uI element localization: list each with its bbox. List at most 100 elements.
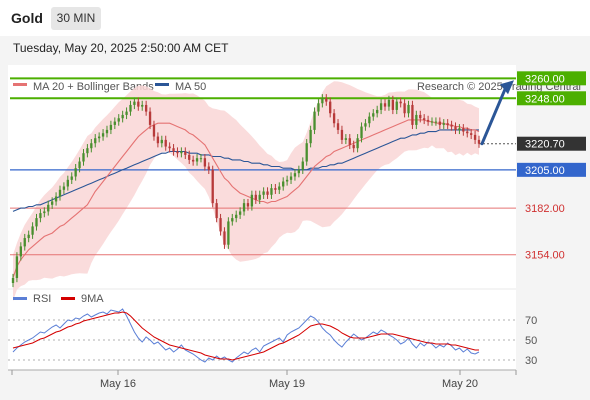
candle-body bbox=[293, 173, 297, 177]
rsi-line bbox=[12, 308, 480, 363]
level-badge-3260.00 bbox=[517, 71, 586, 86]
candle-body bbox=[376, 109, 379, 114]
candle-body bbox=[282, 181, 285, 187]
level-label-3248.00: 3248.00 bbox=[525, 93, 565, 105]
candle-body bbox=[297, 169, 301, 174]
ma50-legend-label: MA 50 bbox=[175, 81, 206, 93]
ma50-legend-swatch bbox=[155, 83, 169, 86]
candle-body bbox=[258, 194, 261, 200]
candle-body bbox=[391, 99, 395, 110]
level-label-3260.00: 3260.00 bbox=[525, 73, 565, 85]
candle-body bbox=[352, 144, 355, 149]
candle-body bbox=[113, 121, 116, 125]
rsi-legend-label: RSI bbox=[33, 293, 51, 305]
candle-body bbox=[129, 104, 132, 112]
candle-body bbox=[11, 278, 15, 283]
price-level-labels: 3260.00 3248.00 3220.70 3205.00 3182.00 3154.… bbox=[517, 71, 586, 262]
candle-body bbox=[19, 246, 22, 257]
candle-body bbox=[305, 143, 308, 162]
x-tick-label-2: May 20 bbox=[442, 378, 478, 390]
candle-body bbox=[340, 129, 344, 140]
level-label-3154.00: 3154.00 bbox=[525, 250, 565, 262]
candlesticks bbox=[11, 94, 481, 288]
candle-body bbox=[23, 238, 26, 247]
level-badge-3248.00 bbox=[517, 91, 586, 106]
rsi-indicator: 70 50 30 bbox=[8, 308, 537, 367]
candle-body bbox=[66, 179, 69, 187]
candle-body bbox=[368, 116, 371, 124]
candle-body bbox=[270, 188, 273, 195]
candle-body bbox=[152, 124, 156, 137]
candle-body bbox=[35, 218, 38, 227]
candle-body bbox=[254, 194, 257, 200]
candle-body bbox=[419, 114, 422, 119]
candle-body bbox=[195, 158, 199, 162]
candle-body bbox=[454, 126, 457, 130]
ma20-legend-label: MA 20 + Bollinger Bands bbox=[33, 81, 154, 93]
candle-body bbox=[387, 99, 391, 107]
candle-body bbox=[321, 98, 324, 104]
candle-body bbox=[325, 98, 328, 102]
candle-body bbox=[133, 101, 136, 105]
candle-body bbox=[168, 146, 171, 149]
candle-body bbox=[301, 161, 304, 170]
candle-body bbox=[31, 226, 34, 235]
candle-body bbox=[473, 134, 477, 140]
rsi-ma-line bbox=[12, 311, 479, 361]
candle-body bbox=[407, 104, 410, 114]
x-tick-label-0: May 16 bbox=[100, 378, 136, 390]
ma50-line bbox=[12, 129, 479, 212]
ma20-legend-swatch bbox=[13, 83, 27, 86]
candle-body bbox=[47, 204, 50, 212]
candle-body bbox=[172, 148, 175, 152]
candle-body bbox=[395, 101, 398, 110]
candle-body bbox=[442, 123, 445, 125]
candle-body bbox=[164, 139, 167, 147]
candle-body bbox=[223, 231, 226, 245]
forecast-arrow-shaft bbox=[480, 87, 507, 146]
candle-body bbox=[15, 256, 19, 279]
forecast-arrow bbox=[480, 80, 514, 146]
candle-body bbox=[97, 136, 101, 139]
candle-body bbox=[372, 113, 375, 117]
candle-body bbox=[262, 191, 265, 195]
candle-body bbox=[148, 111, 152, 125]
candle-body bbox=[317, 103, 320, 112]
candle-body bbox=[82, 153, 85, 162]
candle-body bbox=[90, 143, 93, 149]
candle-body bbox=[86, 148, 89, 154]
rsi-plot-area bbox=[8, 290, 516, 370]
candle-body bbox=[415, 114, 418, 125]
candle-body bbox=[348, 138, 351, 145]
candle-body bbox=[43, 211, 46, 214]
candle-body bbox=[477, 139, 481, 144]
timeframe-button[interactable]: 30 MIN bbox=[51, 7, 101, 30]
candle-body bbox=[403, 103, 406, 114]
level-label-3205.00: 3205.00 bbox=[525, 165, 565, 177]
candle-body bbox=[360, 126, 363, 139]
candle-body bbox=[101, 133, 105, 137]
candle-body bbox=[285, 179, 289, 182]
candle-body bbox=[356, 138, 359, 149]
rsi-tick-30: 30 bbox=[525, 355, 537, 367]
candle-body bbox=[246, 203, 250, 207]
level-badge-3205.00 bbox=[517, 162, 586, 177]
rsi-tick-70: 70 bbox=[525, 315, 537, 327]
candle-body bbox=[191, 159, 195, 162]
candle-body bbox=[176, 151, 179, 154]
chart-header: Gold 30 MIN bbox=[0, 0, 590, 36]
forecast-arrow-head bbox=[500, 80, 514, 95]
candle-body bbox=[117, 118, 120, 122]
candle-body bbox=[313, 111, 316, 130]
x-axis: May 16 May 19 May 20 bbox=[11, 370, 517, 390]
candle-body bbox=[144, 104, 148, 112]
candle-body bbox=[227, 221, 230, 245]
candle-body bbox=[58, 189, 62, 197]
candle-body bbox=[411, 104, 414, 125]
candle-body bbox=[78, 161, 81, 169]
candle-body bbox=[266, 191, 269, 195]
candle-body bbox=[466, 131, 469, 134]
candle-body bbox=[332, 113, 336, 124]
candle-body bbox=[219, 218, 222, 232]
